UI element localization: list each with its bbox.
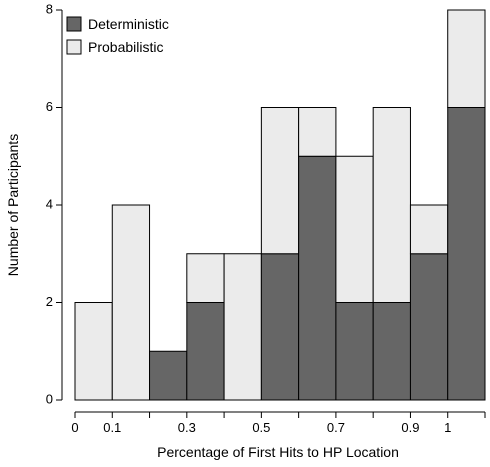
bar-deterministic-bin-9 <box>409 253 449 401</box>
legend: Deterministic Probabilistic <box>66 16 169 55</box>
bar-deterministic-bin-6 <box>298 155 337 401</box>
bar-probabilistic-bin-6 <box>298 107 337 157</box>
y-tick-label-2: 4 <box>46 196 53 211</box>
y-tick-label-0: 0 <box>46 391 53 406</box>
y-tick-label-1: 2 <box>46 294 53 309</box>
legend-label-probabilistic: Probabilistic <box>88 39 163 55</box>
x-tick-label-5: 0.9 <box>401 420 419 435</box>
bar-probabilistic-bin-9 <box>409 204 449 255</box>
y-axis: 0 2 4 6 8 <box>46 1 63 406</box>
bar-probabilistic-bin-3 <box>186 253 225 303</box>
bar-probabilistic-bin-5 <box>260 107 300 255</box>
y-axis-title: Number of Participants <box>5 134 21 276</box>
bar-probabilistic-bin-0 <box>74 302 113 401</box>
x-tick-label-3: 0.5 <box>252 420 270 435</box>
y-tick-label-3: 6 <box>46 99 53 114</box>
x-axis-title: Percentage of First Hits to HP Location <box>157 444 399 460</box>
bar-probabilistic-bin-8 <box>372 107 411 303</box>
bar-probabilistic-bin-4 <box>223 253 262 401</box>
bar-deterministic-bin-2 <box>149 350 188 401</box>
bar-deterministic-bin-3 <box>186 302 225 401</box>
y-tick-label-4: 8 <box>46 1 53 16</box>
x-axis: 0 0.1 0.3 0.5 0.7 0.9 1 <box>71 411 486 435</box>
bar-deterministic-bin-10 <box>447 107 486 401</box>
legend-label-deterministic: Deterministic <box>88 16 169 32</box>
bar-probabilistic-bin-7 <box>335 155 374 303</box>
x-tick-label-6: 1 <box>444 420 451 435</box>
legend-swatch-probabilistic <box>66 39 82 55</box>
bar-probabilistic-bin-10 <box>447 9 486 108</box>
x-tick-label-4: 0.7 <box>327 420 345 435</box>
x-tick-label-2: 0.3 <box>178 420 196 435</box>
legend-swatch-deterministic <box>66 16 82 32</box>
bar-deterministic-bin-8 <box>372 302 411 401</box>
bar-deterministic-bin-5 <box>260 253 300 401</box>
bar-probabilistic-bin-1 <box>111 204 151 401</box>
x-tick-label-1: 0.1 <box>103 420 121 435</box>
x-tick-label-0: 0 <box>71 420 78 435</box>
bar-deterministic-bin-7 <box>335 302 374 401</box>
histogram-bars <box>74 9 486 401</box>
